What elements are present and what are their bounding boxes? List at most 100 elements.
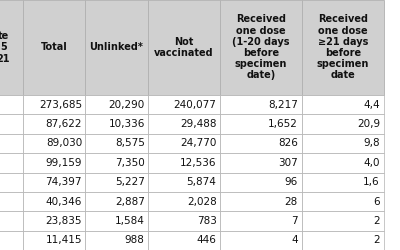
Text: 5,227: 5,227 — [115, 177, 145, 187]
Text: 4,4: 4,4 — [363, 100, 380, 110]
Text: 7,350: 7,350 — [115, 158, 145, 168]
Bar — [302, 153, 384, 172]
Bar — [148, 114, 220, 134]
Bar — [0, 153, 22, 172]
Text: Not
vaccinated: Not vaccinated — [154, 37, 214, 58]
Bar — [85, 114, 148, 134]
Text: 9,8: 9,8 — [363, 138, 380, 148]
Bar — [220, 0, 302, 95]
Bar — [85, 230, 148, 250]
Bar — [148, 153, 220, 172]
Bar — [220, 95, 302, 114]
Bar — [85, 134, 148, 153]
Bar — [302, 192, 384, 211]
Bar — [148, 172, 220, 192]
Text: 10,336: 10,336 — [108, 119, 145, 129]
Text: Total: Total — [40, 42, 67, 52]
Text: 40,346: 40,346 — [46, 196, 82, 206]
Text: 1,584: 1,584 — [115, 216, 145, 226]
Bar — [302, 134, 384, 153]
Bar — [0, 114, 22, 134]
Text: Unlinked*: Unlinked* — [90, 42, 144, 52]
Bar — [0, 95, 22, 114]
Bar — [85, 192, 148, 211]
Bar — [302, 172, 384, 192]
Text: 6: 6 — [373, 196, 380, 206]
Bar — [148, 134, 220, 153]
Bar — [22, 95, 85, 114]
Bar — [302, 95, 384, 114]
Text: 99,159: 99,159 — [46, 158, 82, 168]
Bar — [85, 211, 148, 231]
Bar — [302, 114, 384, 134]
Text: 5,874: 5,874 — [187, 177, 216, 187]
Bar — [220, 114, 302, 134]
Text: 96: 96 — [285, 177, 298, 187]
Text: 12,536: 12,536 — [180, 158, 216, 168]
Bar — [22, 0, 85, 95]
Bar — [220, 211, 302, 231]
Bar — [22, 172, 85, 192]
Text: 87,622: 87,622 — [46, 119, 82, 129]
Bar — [22, 153, 85, 172]
Text: 74,397: 74,397 — [46, 177, 82, 187]
Text: 988: 988 — [125, 235, 145, 245]
Bar — [0, 172, 22, 192]
Bar — [0, 0, 22, 95]
Text: 11,415: 11,415 — [46, 235, 82, 245]
Text: 2: 2 — [373, 235, 380, 245]
Bar — [0, 211, 22, 231]
Bar — [148, 0, 220, 95]
Bar — [22, 192, 85, 211]
Bar — [148, 230, 220, 250]
Bar — [220, 172, 302, 192]
Text: 1,6: 1,6 — [363, 177, 380, 187]
Bar — [22, 134, 85, 153]
Text: 1,652: 1,652 — [268, 119, 298, 129]
Bar — [302, 230, 384, 250]
Bar — [220, 192, 302, 211]
Text: 2,887: 2,887 — [115, 196, 145, 206]
Text: 307: 307 — [278, 158, 298, 168]
Bar — [220, 230, 302, 250]
Text: 23,835: 23,835 — [46, 216, 82, 226]
Bar — [148, 211, 220, 231]
Bar — [0, 134, 22, 153]
Text: 8,575: 8,575 — [115, 138, 145, 148]
Bar — [0, 230, 22, 250]
Bar — [85, 153, 148, 172]
Text: 28: 28 — [285, 196, 298, 206]
Bar — [22, 114, 85, 134]
Text: 4: 4 — [291, 235, 298, 245]
Text: 24,770: 24,770 — [180, 138, 216, 148]
Text: 240,077: 240,077 — [174, 100, 216, 110]
Text: te
5
21: te 5 21 — [0, 31, 10, 64]
Text: 783: 783 — [197, 216, 216, 226]
Text: Received
one dose
≥21 days
before
specimen
date: Received one dose ≥21 days before specim… — [317, 14, 369, 80]
Bar — [220, 153, 302, 172]
Bar — [302, 211, 384, 231]
Bar — [220, 134, 302, 153]
Bar — [85, 95, 148, 114]
Text: 826: 826 — [278, 138, 298, 148]
Text: 89,030: 89,030 — [46, 138, 82, 148]
Bar — [302, 0, 384, 95]
Text: 273,685: 273,685 — [39, 100, 82, 110]
Text: 20,9: 20,9 — [357, 119, 380, 129]
Bar — [85, 172, 148, 192]
Bar — [148, 192, 220, 211]
Text: 446: 446 — [197, 235, 216, 245]
Bar — [0, 192, 22, 211]
Bar — [22, 211, 85, 231]
Text: 8,217: 8,217 — [268, 100, 298, 110]
Text: 29,488: 29,488 — [180, 119, 216, 129]
Text: 2,028: 2,028 — [187, 196, 216, 206]
Text: 20,290: 20,290 — [108, 100, 145, 110]
Text: 2: 2 — [373, 216, 380, 226]
Text: 7: 7 — [291, 216, 298, 226]
Bar — [22, 230, 85, 250]
Text: Received
one dose
(1-20 days
before
specimen
date): Received one dose (1-20 days before spec… — [232, 14, 290, 80]
Bar — [148, 95, 220, 114]
Bar — [85, 0, 148, 95]
Text: 4,0: 4,0 — [364, 158, 380, 168]
